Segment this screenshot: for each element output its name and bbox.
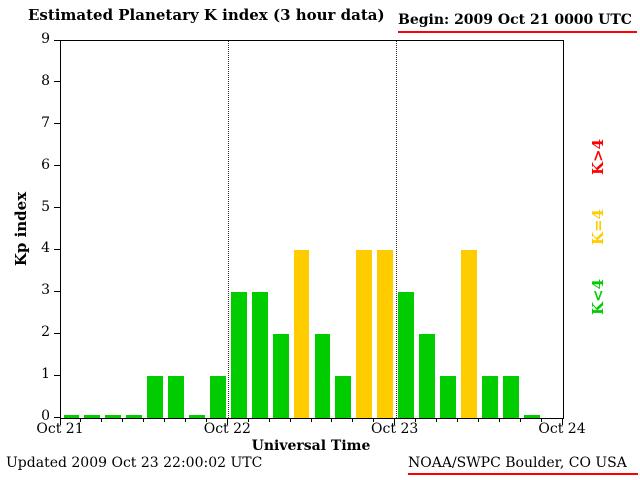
- kp-bar: [481, 376, 498, 418]
- x-tick: [540, 418, 542, 422]
- x-tick: [519, 418, 521, 422]
- source-credit: NOAA/SWPC Boulder, CO USA: [408, 455, 627, 471]
- y-tick: [54, 123, 60, 125]
- x-tick: [415, 418, 417, 422]
- chart-title: Estimated Planetary K index (3 hour data…: [28, 6, 385, 24]
- begin-underline: [398, 31, 637, 33]
- begin-label: Begin: 2009 Oct 21 0000 UTC: [398, 12, 632, 28]
- y-tick-label: 2: [41, 324, 50, 341]
- kp-bar: [147, 376, 164, 418]
- kp-bar: [440, 376, 456, 418]
- y-tick: [54, 207, 60, 209]
- y-tick: [54, 248, 60, 250]
- x-tick: [122, 418, 124, 422]
- x-tick: [561, 418, 563, 425]
- kp-bar: [523, 415, 540, 418]
- y-tick: [54, 165, 60, 167]
- x-tick-label: Oct 21: [36, 421, 84, 437]
- gridline-oct22: [228, 41, 230, 418]
- x-tick-label: Oct 23: [371, 421, 419, 437]
- x-tick: [164, 418, 166, 422]
- x-tick: [310, 418, 312, 422]
- x-tick: [373, 418, 375, 422]
- kp-bar: [293, 250, 310, 418]
- x-tick: [498, 418, 500, 422]
- plot-area: [60, 40, 564, 419]
- kp-bar: [84, 415, 101, 418]
- y-tick: [54, 290, 60, 292]
- y-axis-title: Kp index: [12, 191, 30, 267]
- y-tick-label: 1: [41, 366, 50, 383]
- source-underline: [408, 473, 638, 475]
- y-tick: [54, 416, 60, 418]
- y-tick: [54, 374, 60, 376]
- kp-bar: [189, 415, 205, 418]
- kp-bar: [460, 250, 477, 418]
- x-tick: [289, 418, 291, 422]
- x-tick-label: Oct 22: [203, 421, 251, 437]
- kp-bar: [335, 376, 352, 418]
- x-tick: [456, 418, 458, 422]
- x-tick: [394, 418, 396, 425]
- kp-bar: [398, 292, 415, 418]
- x-axis-title: Universal Time: [251, 438, 371, 454]
- x-tick: [59, 418, 61, 425]
- y-tick-label: 8: [41, 72, 50, 89]
- kp-bar: [377, 250, 394, 418]
- x-tick: [143, 418, 145, 422]
- y-tick: [54, 39, 60, 41]
- x-tick: [101, 418, 103, 422]
- x-tick: [331, 418, 333, 422]
- kp-bar: [105, 415, 122, 418]
- x-tick: [185, 418, 186, 422]
- x-tick: [80, 418, 82, 422]
- x-tick: [268, 418, 270, 422]
- kp-bar: [314, 334, 331, 418]
- kp-bar: [502, 376, 519, 418]
- kp-bar: [251, 292, 268, 418]
- x-tick: [436, 418, 437, 422]
- kp-bar: [419, 334, 435, 418]
- legend-item-K4: K=4: [589, 208, 607, 246]
- kp-bar: [272, 334, 289, 418]
- y-tick-label: 6: [41, 156, 50, 173]
- x-tick: [352, 418, 354, 422]
- x-tick: [226, 418, 228, 425]
- y-tick-label: 9: [41, 31, 50, 47]
- kp-bar: [209, 376, 226, 418]
- gridline-oct23: [395, 41, 397, 418]
- y-tick-label: 7: [41, 114, 50, 131]
- kp-bar: [356, 250, 373, 418]
- updated-timestamp: Updated 2009 Oct 23 22:00:02 UTC: [6, 455, 263, 471]
- y-tick: [54, 81, 60, 83]
- legend-item-K4: K<4: [589, 278, 607, 316]
- kp-bar: [63, 415, 80, 418]
- x-tick-label: Oct 24: [538, 421, 586, 437]
- kp-bar: [230, 292, 247, 418]
- x-tick: [205, 418, 207, 422]
- kp-bar: [126, 415, 143, 418]
- x-tick: [247, 418, 249, 422]
- kp-bar: [168, 376, 184, 418]
- x-tick: [477, 418, 479, 422]
- y-tick-label: 0: [41, 408, 50, 424]
- y-tick: [54, 332, 60, 334]
- y-tick-label: 5: [41, 198, 50, 215]
- legend-item-K4: K>4: [589, 138, 607, 176]
- y-tick-label: 4: [41, 240, 50, 257]
- y-tick-label: 3: [41, 282, 50, 299]
